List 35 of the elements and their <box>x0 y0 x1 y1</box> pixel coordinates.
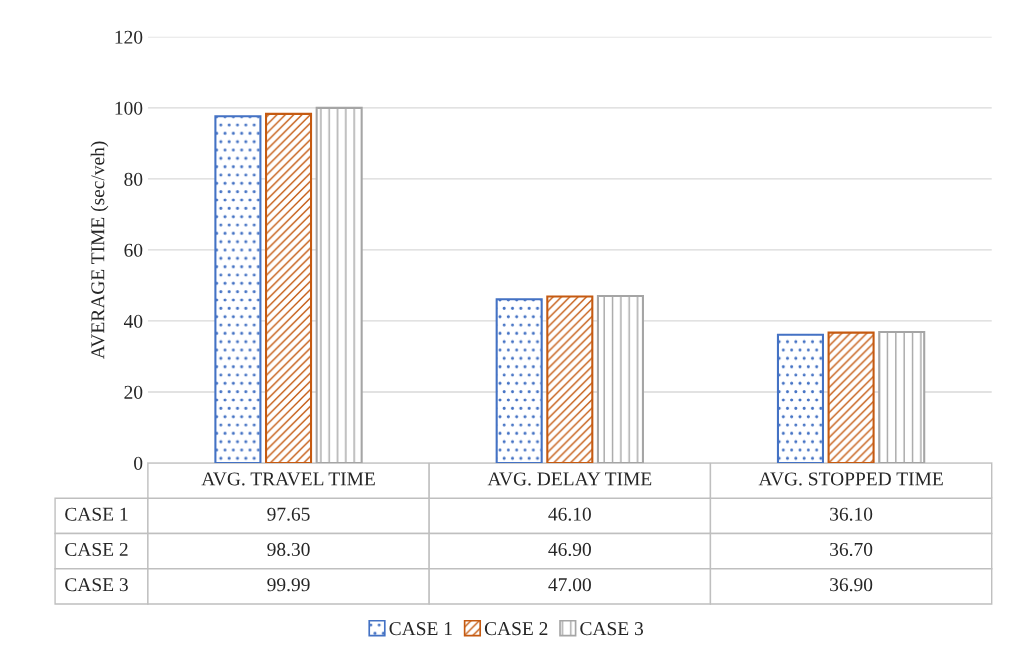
data-label: 47.00 <box>548 578 591 592</box>
legend-label: CASE 3 <box>580 622 643 636</box>
y-tick-label: 0 <box>134 456 143 470</box>
data-label: 36.90 <box>830 578 873 592</box>
bar <box>827 331 875 463</box>
bar <box>596 295 644 463</box>
bar <box>776 333 824 463</box>
bar <box>315 106 363 463</box>
data-label: 98.30 <box>267 542 310 557</box>
legend-label: CASE 1 <box>389 622 452 636</box>
text: CASE 1 <box>65 507 128 521</box>
y-tick-label: 40 <box>123 314 143 328</box>
bar <box>214 115 262 463</box>
data-label: 46.10 <box>548 507 591 521</box>
bar <box>495 298 543 463</box>
data-label: 97.65 <box>267 507 310 521</box>
data-label: 99.99 <box>267 578 310 592</box>
y-tick-label: 60 <box>124 243 143 257</box>
y-axis-title: AVERAGE TIME (sec/veh) <box>90 141 109 359</box>
bar <box>878 330 926 463</box>
x-tick-label: AVG. TRAVEL TIME <box>201 472 375 486</box>
x-tick-label: AVG. STOPPED TIME <box>758 472 943 486</box>
data-label: 36.10 <box>830 507 873 521</box>
y-tick-label: 80 <box>124 172 143 186</box>
bar <box>264 112 313 463</box>
text: CASE 2 <box>65 542 128 556</box>
bar <box>546 295 594 463</box>
y-tick-label: 20 <box>124 385 143 399</box>
legend-label: CASE 2 <box>484 622 548 636</box>
x-tick-label: AVG. DELAY TIME <box>487 472 652 486</box>
y-tick-label: 120 <box>115 30 143 44</box>
text: CASE 3 <box>65 578 128 592</box>
y-tick-label: 100 <box>115 101 143 115</box>
data-label: 46.90 <box>548 542 591 557</box>
data-label: 36.70 <box>830 542 873 557</box>
